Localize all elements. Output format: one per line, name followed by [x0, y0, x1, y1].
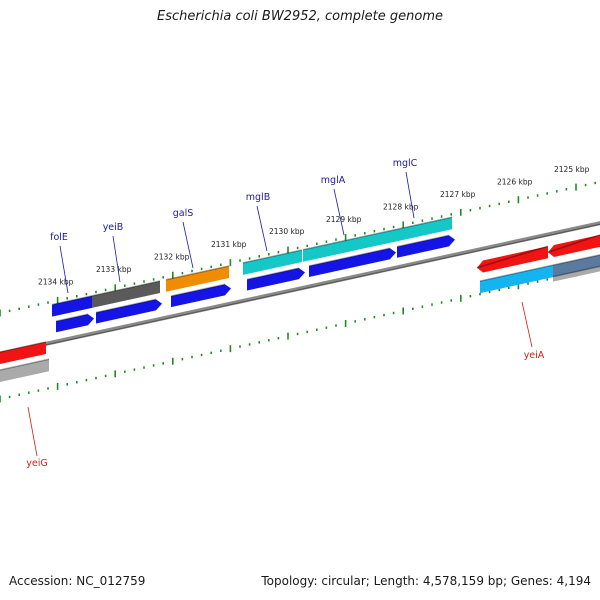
- scale-label: 2134 kbp: [38, 278, 74, 287]
- gene-yeiG-edge: [0, 341, 47, 353]
- scale-label: 2131 kbp: [211, 240, 247, 249]
- gene-mglA-edge: [302, 229, 393, 251]
- scale-label: 2132 kbp: [154, 252, 190, 261]
- gene-mglA-label: mglA: [321, 175, 346, 186]
- cds-mglB-edge: [246, 267, 300, 281]
- cds-next-lower: [553, 266, 600, 282]
- cds-folE-edge: [55, 313, 89, 322]
- gene-yeiB-label: yeiB: [103, 222, 124, 233]
- gene-galS: [166, 265, 229, 292]
- gene-mglC-label: mglC: [393, 158, 418, 169]
- map-title: Escherichia coli BW2952, complete genome: [157, 9, 443, 24]
- cds-mglC: [397, 235, 455, 258]
- cds-mglB: [247, 268, 305, 291]
- gene-folE-leader: [59, 245, 69, 294]
- gene-yeiA-edge: [476, 245, 549, 269]
- cds-yeiB: [96, 299, 162, 324]
- gene-galS-label: galS: [173, 208, 194, 219]
- gene-folE-label: folE: [50, 232, 68, 243]
- cds-galS-edge: [170, 283, 226, 297]
- scale-label: 2127 kbp: [440, 190, 476, 199]
- gene-yeiG: [0, 341, 46, 364]
- cds-next: [553, 254, 600, 278]
- cds-yeiA-edge: [479, 264, 554, 282]
- genome-backbone: [0, 221, 600, 356]
- gene-mglB-edge: [242, 249, 303, 264]
- gene-mglA-leader: [333, 188, 345, 236]
- gene-yeiA-label: yeiA: [524, 350, 545, 361]
- gene-labels: folE yeiB galS mglB mglA mglC yeiA yeiG: [26, 158, 545, 469]
- gene-yeiB-leader: [112, 235, 121, 283]
- gene-folE: [52, 295, 92, 317]
- genome-summary: Topology: circular; Length: 4,578,159 bp…: [261, 574, 591, 588]
- scale-label: 2126 kbp: [497, 177, 533, 186]
- gene-yeiG-label: yeiG: [26, 458, 47, 469]
- gene-yeiA-leader: [521, 301, 533, 348]
- cds-yeiB-edge: [95, 298, 157, 314]
- scale-label: 2130 kbp: [269, 227, 305, 236]
- scale-labels: 2134 kbp 2133 kbp 2132 kbp 2131 kbp 2130 kbp…: [38, 165, 590, 287]
- cds-next-edge: [552, 254, 600, 266]
- gene-mglB-leader: [256, 205, 268, 252]
- gene-mglC: [392, 217, 452, 243]
- gene-mglA: [303, 230, 392, 262]
- cds-galS: [171, 284, 231, 308]
- scale-label: 2125 kbp: [554, 165, 590, 174]
- gene-yeiG-leader: [27, 406, 38, 457]
- scale-label: 2128 kbp: [383, 202, 419, 211]
- gene-mglB-label: mglB: [246, 192, 270, 203]
- gene-mglC-leader: [405, 171, 415, 219]
- gene-next-red-edge: [547, 234, 600, 253]
- gene-mglB: [243, 250, 302, 275]
- gene-galS-leader: [182, 221, 194, 269]
- gene-folE-edge: [51, 295, 93, 306]
- gene-galS-edge: [165, 265, 230, 281]
- cds-yeiG: [0, 359, 49, 382]
- cds-mglA-edge: [308, 247, 391, 267]
- gene-next-red: [548, 234, 600, 257]
- scale-label: 2129 kbp: [326, 215, 362, 224]
- cds-yeiG-edge: [0, 358, 50, 371]
- gene-yeiB: [92, 281, 160, 308]
- gene-yeiB-edge: [91, 280, 161, 297]
- cds-next-lower-edge: [552, 265, 600, 278]
- cds-mglC-edge: [396, 234, 450, 248]
- cds-yeiA: [480, 265, 553, 294]
- gene-yeiA: [477, 246, 548, 273]
- scale-label: 2133 kbp: [96, 265, 132, 274]
- cds-folE: [56, 314, 94, 333]
- gene-features: [0, 216, 600, 382]
- outer-scale-ticks: [0, 181, 597, 317]
- accession-label: Accession: NC_012759: [9, 574, 146, 588]
- cds-mglA: [309, 248, 396, 277]
- gene-mglC-edge: [391, 216, 453, 232]
